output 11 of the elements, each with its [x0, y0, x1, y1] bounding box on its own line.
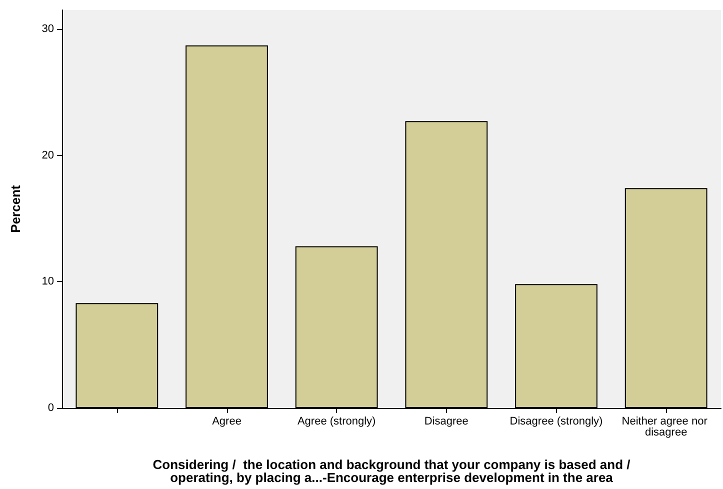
x-tick-label: Disagree	[424, 416, 468, 428]
y-tick-label: 10	[42, 276, 54, 288]
x-tick-label: Agree	[212, 416, 242, 428]
x-tick-label: Agree (strongly)	[297, 416, 376, 428]
x-tick-label: Disagree (strongly)	[510, 416, 603, 428]
y-tick-label: 20	[42, 149, 54, 162]
y-tick-label: 30	[42, 22, 54, 35]
x-tick-label: Neither agree nor disagree	[622, 416, 710, 438]
x-axis-title: Considering / the location and background that your company is based and / operating, by placing a...-Encourage enterprise development in the area	[152, 457, 631, 485]
y-axis-title: Percent	[8, 184, 23, 233]
y-tick-label: 0	[48, 402, 54, 414]
